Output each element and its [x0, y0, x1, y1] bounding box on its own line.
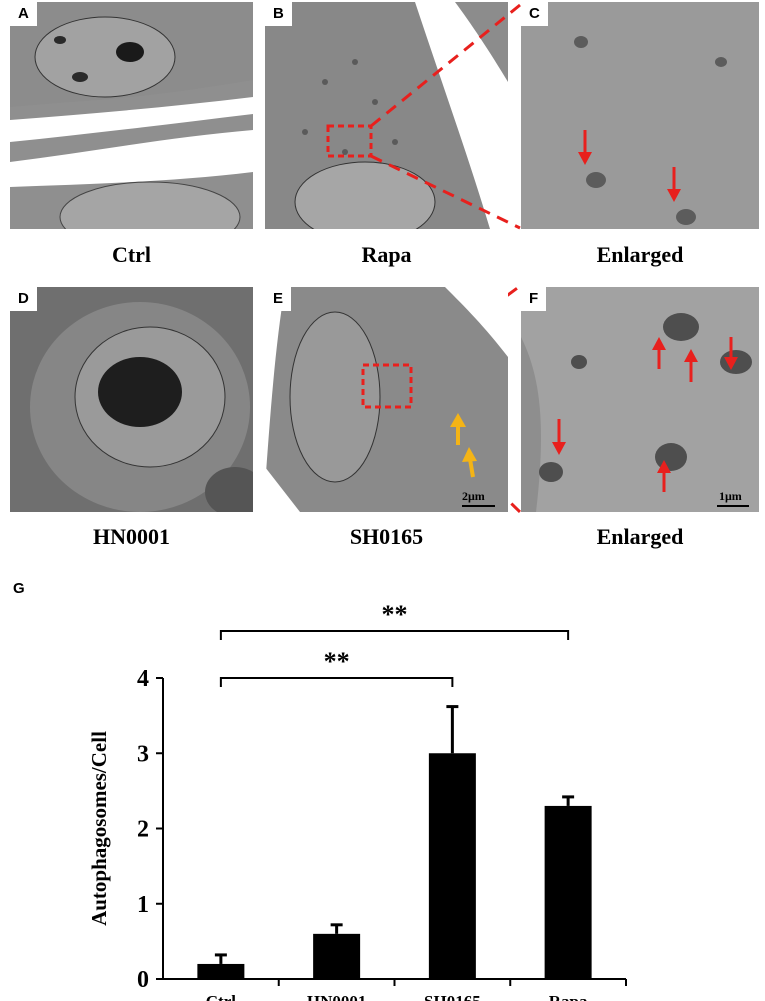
micrograph-sh0165-enlarged	[521, 287, 759, 512]
panel-f-image: F 1μm	[521, 287, 759, 512]
panel-b-image: B	[265, 2, 508, 229]
bar	[197, 963, 245, 979]
x-tick-label: SH0165	[424, 992, 481, 1001]
significance-bracket	[219, 630, 570, 640]
micrograph-rapa	[265, 2, 508, 229]
x-tick-label: Rapa	[549, 992, 588, 1001]
micrograph-hn0001	[10, 287, 253, 512]
scalebar-e: 2μm	[462, 489, 485, 503]
bar	[544, 805, 592, 979]
y-axis-label: Autophagosomes/Cell	[87, 731, 111, 926]
bar-chart: 0 1 2 3 4 Autophagosomes/Cell Ctrl HN0001 SH0165…	[87, 600, 627, 1001]
panel-letter-f: F	[521, 287, 547, 311]
bar	[313, 933, 361, 979]
panel-letter-g: G	[13, 580, 25, 597]
caption-ctrl: Ctrl	[111, 242, 152, 267]
panel-letter-a: A	[10, 2, 37, 26]
significance-label: **	[382, 600, 408, 629]
caption-enlarged-c: Enlarged	[596, 242, 684, 267]
bar	[428, 753, 476, 979]
panel-letter-b: B	[265, 2, 292, 26]
y-tick-label: 1	[137, 892, 149, 918]
y-tick-label: 0	[137, 967, 149, 993]
panel-letter-c: C	[521, 2, 548, 26]
caption-hn0001: HN0001	[93, 524, 170, 549]
panel-letter-e: E	[265, 287, 292, 311]
panel-a-image: A	[10, 2, 253, 229]
significance-bracket	[219, 677, 454, 687]
x-tick-label: Ctrl	[206, 992, 236, 1001]
panel-c-image: C	[521, 2, 759, 229]
y-tick-label: 3	[137, 741, 149, 767]
panel-letter-d: D	[10, 287, 37, 311]
micrograph-ctrl	[10, 2, 253, 229]
caption-sh0165: SH0165	[349, 524, 424, 549]
panel-d-image: D	[10, 287, 253, 512]
micrograph-rapa-enlarged	[521, 2, 759, 229]
caption-rapa: Rapa	[361, 242, 412, 267]
significance-label: **	[324, 647, 350, 676]
scalebar-f: 1μm	[719, 489, 742, 503]
y-tick-label: 4	[137, 666, 149, 692]
x-tick-label: HN0001	[307, 992, 367, 1001]
y-tick-label: 2	[137, 817, 149, 843]
micrograph-sh0165	[265, 287, 508, 512]
panel-e-image: E 2μm	[265, 287, 508, 512]
caption-enlarged-f: Enlarged	[596, 524, 684, 549]
